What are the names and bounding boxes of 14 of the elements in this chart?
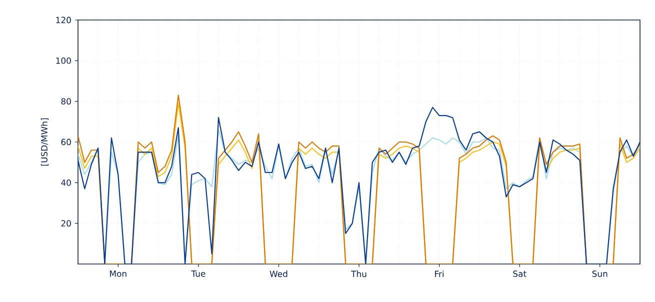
x-tick-label: Tue [191, 270, 206, 277]
y-tick-label: 60 [61, 138, 71, 146]
y-axis-title: [USD/MWh] [40, 118, 48, 166]
x-tick-label: Wed [270, 270, 288, 278]
x-tick-label: Mon [110, 270, 126, 277]
y-tick-label: 100 [56, 57, 71, 64]
y-tick-label: 40 [61, 179, 71, 186]
x-tick-label: Fri [435, 270, 444, 277]
y-tick-label: 120 [56, 16, 71, 24]
y-tick-label: 80 [61, 98, 71, 105]
x-tick-label: Thu [351, 270, 366, 278]
x-tick-label: Sat [513, 270, 526, 277]
x-tick-label: Sun [592, 270, 608, 277]
y-tick-label: 20 [61, 220, 71, 227]
